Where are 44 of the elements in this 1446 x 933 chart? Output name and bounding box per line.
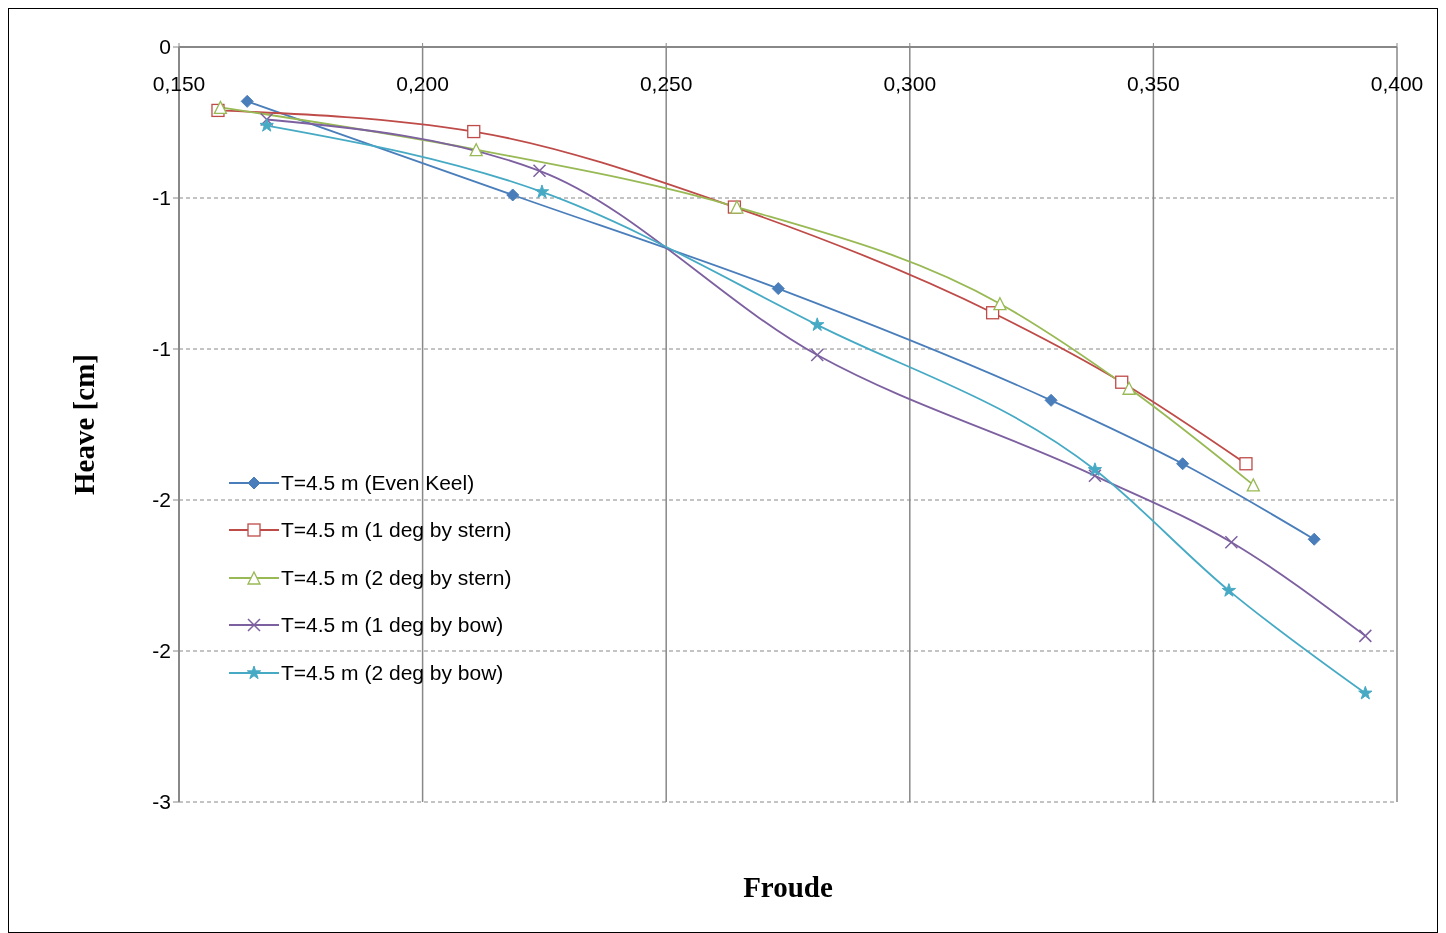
y-tick-label: -1 (152, 186, 171, 210)
legend-label: T=4.5 m (Even Keel) (281, 470, 475, 495)
point (1115, 375, 1129, 389)
point (771, 282, 785, 296)
y-tick-label: 0 (159, 35, 171, 59)
x-tick-label: 0,300 (883, 72, 937, 95)
point (506, 188, 520, 202)
point (1246, 478, 1260, 492)
x-tick-label: 0,400 (1370, 72, 1424, 95)
point (1087, 462, 1103, 476)
x-tick-label: 0,250 (639, 72, 693, 95)
point (259, 118, 274, 132)
y-tick-label: -3 (152, 790, 171, 814)
point (469, 143, 483, 157)
legend-label: T=4.5 m (2 deg by stern) (281, 565, 512, 590)
point (1221, 583, 1237, 597)
x-tick-label: 0,200 (396, 72, 449, 95)
point (1122, 381, 1136, 395)
point (1239, 457, 1253, 471)
point (810, 317, 825, 331)
point (1088, 469, 1102, 483)
legend-label: T=4.5 m (2 deg by bow) (281, 660, 504, 685)
y-tick-label: -1 (152, 337, 171, 361)
point (1044, 393, 1058, 407)
x-tick-label: 0,150 (152, 72, 206, 95)
point (467, 124, 481, 139)
point (1176, 457, 1190, 471)
x-tick-label: 0,350 (1127, 72, 1180, 95)
x-axis-title: Froude (742, 871, 834, 904)
point (532, 164, 547, 178)
point (1307, 532, 1321, 546)
point (810, 348, 824, 362)
legend-label: T=4.5 m (1 deg by stern) (281, 518, 512, 543)
point (1358, 629, 1373, 643)
point (534, 184, 550, 199)
legend-label: T=4.5 m (1 deg by bow) (281, 613, 504, 638)
point (1224, 535, 1239, 550)
y-tick-label: -2 (152, 488, 171, 512)
y-axis-title: Heave [cm] (68, 354, 101, 495)
point (993, 297, 1007, 311)
point (240, 94, 254, 108)
y-tick-label: -2 (152, 639, 171, 663)
point (259, 112, 274, 127)
point (1358, 685, 1373, 700)
